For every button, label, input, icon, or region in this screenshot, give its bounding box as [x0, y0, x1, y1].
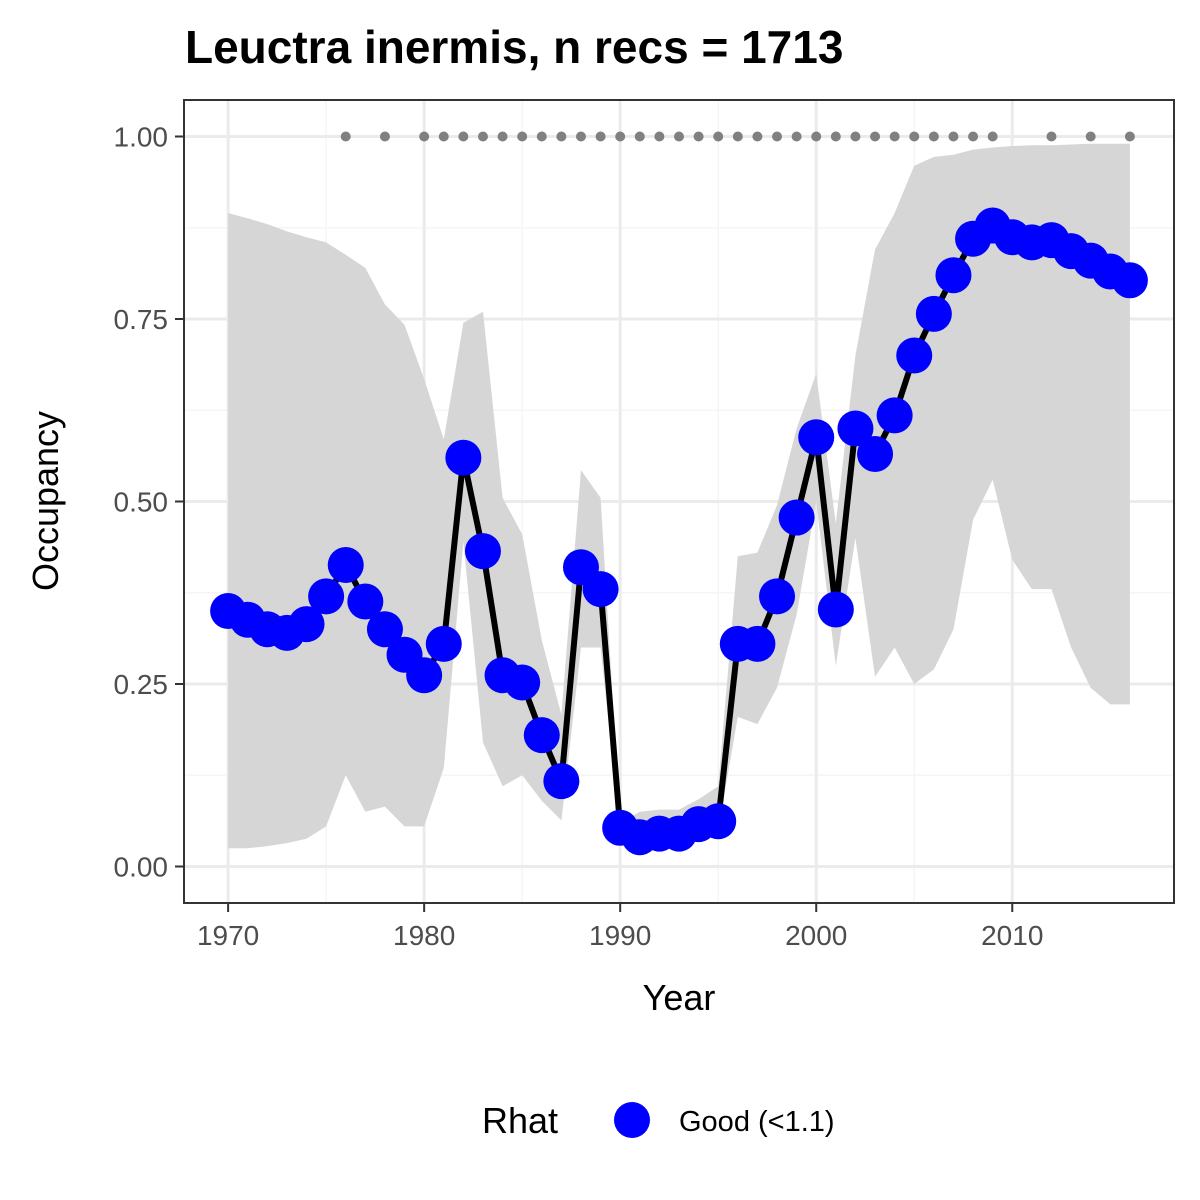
data-point	[504, 664, 541, 701]
x-axis-title: Year	[643, 977, 716, 1018]
data-point	[896, 337, 933, 374]
record-dot	[497, 131, 508, 142]
x-tick-label: 2010	[981, 920, 1043, 951]
data-point	[347, 583, 384, 620]
data-point	[445, 439, 482, 476]
chart-title: Leuctra inermis, n recs = 1713	[185, 21, 843, 73]
data-point	[288, 606, 325, 643]
record-dot	[575, 131, 586, 142]
record-dot	[536, 131, 547, 142]
confidence-ribbon-layer	[228, 143, 1130, 849]
y-tick-label: 0.25	[114, 669, 169, 700]
data-point	[857, 436, 894, 473]
x-tick-label: 1990	[589, 920, 651, 951]
record-dot	[517, 131, 528, 142]
record-dot	[1124, 131, 1135, 142]
y-tick-label: 0.00	[114, 852, 169, 883]
data-point	[876, 397, 913, 434]
record-dot	[732, 131, 743, 142]
record-dot	[556, 131, 567, 142]
record-dot	[1046, 131, 1057, 142]
record-dot	[419, 131, 430, 142]
data-point	[523, 717, 560, 754]
record-dot	[830, 131, 841, 142]
x-tick-label: 1970	[197, 920, 259, 951]
data-point	[543, 763, 580, 800]
data-point	[778, 499, 815, 536]
record-dot	[909, 131, 920, 142]
data-point	[700, 803, 737, 840]
record-dot	[693, 131, 704, 142]
record-dots-layer	[340, 131, 1135, 142]
plot-area	[183, 99, 1175, 904]
confidence-ribbon	[228, 143, 1130, 849]
data-point	[817, 591, 854, 628]
x-tick-label: 2000	[785, 920, 847, 951]
record-dot	[811, 131, 822, 142]
data-point	[837, 410, 874, 447]
y-tick-label: 0.50	[114, 487, 169, 518]
y-axis-title: Occupancy	[25, 411, 66, 591]
record-dot	[340, 131, 351, 142]
record-dot	[634, 131, 645, 142]
legend: Rhat Good (<1.1)	[482, 1100, 835, 1141]
y-axis: 0.00 0.25 0.50 0.75 1.00	[114, 122, 184, 883]
record-dot	[595, 131, 606, 142]
record-dot	[928, 131, 939, 142]
record-dot	[615, 131, 626, 142]
data-point	[739, 625, 776, 662]
record-dot	[987, 131, 998, 142]
data-point	[798, 419, 835, 456]
y-tick-label: 1.00	[114, 122, 169, 153]
record-dot	[713, 131, 724, 142]
data-point	[582, 571, 619, 608]
record-dot	[772, 131, 783, 142]
data-point	[308, 578, 345, 615]
data-point	[915, 295, 952, 332]
record-dot	[889, 131, 900, 142]
data-point	[1111, 262, 1148, 299]
record-dot	[379, 131, 390, 142]
data-point	[425, 625, 462, 662]
data-point	[935, 257, 972, 294]
record-dot	[752, 131, 763, 142]
legend-label-good: Good (<1.1)	[679, 1106, 835, 1138]
record-dot	[674, 131, 684, 142]
x-tick-label: 1980	[393, 920, 455, 951]
legend-key-good	[614, 1102, 650, 1138]
record-dot	[1085, 131, 1096, 142]
record-dot	[850, 131, 861, 142]
x-axis: 1970 1980 1990 2000 2010	[197, 903, 1043, 951]
y-tick-label: 0.75	[114, 304, 169, 335]
legend-title: Rhat	[482, 1100, 558, 1141]
occupancy-points-layer	[210, 207, 1148, 856]
data-point	[406, 657, 443, 694]
record-dot	[458, 131, 469, 142]
record-dot	[791, 131, 802, 142]
data-point	[327, 547, 364, 584]
data-point	[366, 611, 403, 648]
data-point	[759, 578, 796, 615]
record-dot	[477, 131, 488, 142]
record-dot	[968, 131, 979, 142]
data-point	[464, 533, 501, 570]
record-dot	[948, 131, 959, 142]
record-dot	[654, 131, 665, 142]
record-dot	[438, 131, 449, 142]
record-dot	[870, 131, 881, 142]
